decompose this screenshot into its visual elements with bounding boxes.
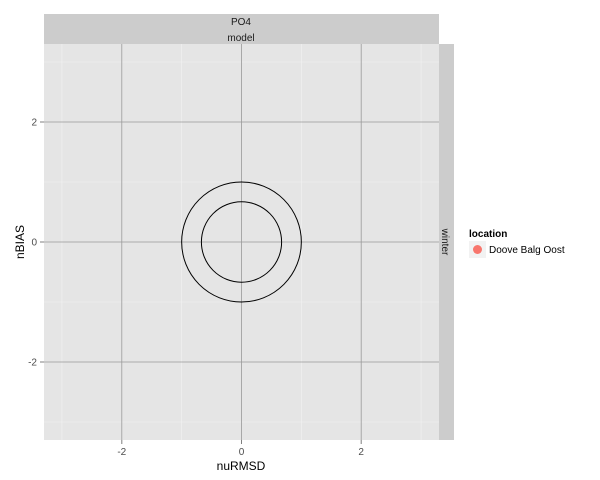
reference-circles — [181, 181, 302, 303]
reference-circle-1 — [181, 181, 302, 303]
legend: location Doove Balg Oost — [469, 229, 565, 258]
axis-ticks: -2 0 2 -2 0 2 — [28, 118, 364, 459]
y-tick-label: -2 — [28, 358, 37, 369]
top-strip-2-bg — [44, 30, 439, 44]
y-axis-title: nBIAS — [13, 225, 27, 259]
right-strip-bg — [439, 44, 454, 440]
legend-label-doove-balg-oost: Doove Balg Oost — [489, 245, 565, 256]
x-tick-label: 2 — [358, 447, 364, 458]
legend-key-dot — [473, 245, 482, 254]
x-tick-label: -2 — [117, 447, 126, 458]
x-axis-title: nuRMSD — [217, 459, 266, 473]
legend-title: location — [469, 229, 507, 240]
y-tick-label: 2 — [31, 118, 37, 129]
x-tick-label: 0 — [239, 447, 245, 458]
top-strip-label-1: PO4 — [231, 17, 251, 28]
reference-circle-2 — [200, 201, 283, 283]
right-strip-label: winter — [439, 228, 450, 256]
top-strip-label-2: model — [227, 33, 254, 44]
top-strip-1-bg — [44, 14, 439, 30]
y-tick-label: 0 — [31, 238, 37, 249]
major-grid — [44, 44, 439, 440]
